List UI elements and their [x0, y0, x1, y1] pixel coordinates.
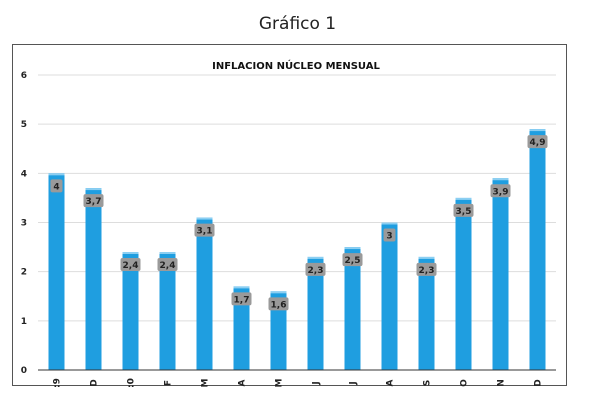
y-tick-label: 5: [21, 120, 27, 130]
x-tick-label: :0: [127, 378, 137, 388]
bar: [492, 178, 509, 370]
data-label-box: [527, 135, 548, 149]
bar-top-highlight: [529, 129, 546, 132]
bar-top-highlight: [455, 197, 472, 200]
data-label-box: [83, 194, 104, 208]
data-label-box: [305, 262, 326, 276]
data-label-box: [268, 297, 289, 311]
x-tick-label: D: [90, 379, 100, 386]
data-label: 4,9: [530, 138, 546, 148]
data-label: 3,9: [493, 187, 509, 197]
bar-top-highlight: [122, 252, 139, 254]
x-tick-label: M: [201, 378, 211, 387]
data-label: 3,1: [197, 227, 213, 237]
data-label: 2,4: [160, 261, 176, 271]
data-label-box: [453, 203, 474, 217]
y-tick-label: 0: [21, 366, 27, 376]
data-label: 4: [53, 182, 59, 192]
bar: [48, 173, 65, 370]
x-tick-label: O: [460, 379, 470, 387]
data-label: 3: [386, 232, 392, 242]
bar: [196, 217, 213, 370]
bar-top-highlight: [307, 256, 324, 259]
data-label: 2,4: [123, 261, 139, 271]
x-tick-label: S: [423, 380, 433, 386]
data-label-box: [120, 258, 141, 271]
y-tick-label: 2: [21, 268, 27, 278]
bar-top-highlight: [48, 173, 65, 176]
bar: [529, 129, 546, 370]
bar-top-highlight: [492, 178, 509, 181]
x-tick-label: J: [349, 381, 359, 385]
data-label: 1,6: [271, 300, 287, 310]
data-label: 1,7: [234, 295, 250, 305]
data-label-box: [342, 253, 363, 267]
data-label: 3,7: [86, 197, 102, 207]
y-tick-label: 6: [21, 71, 27, 81]
bar-top-highlight: [344, 247, 361, 250]
bar-top-highlight: [196, 217, 213, 220]
data-label-box: [157, 258, 178, 271]
bar: [159, 252, 176, 370]
x-tick-label: A: [386, 379, 396, 386]
page-heading: Gráfico 1: [258, 14, 337, 34]
x-tick-label: :9: [53, 378, 63, 388]
data-label-box: [231, 292, 252, 306]
y-tick-label: 4: [21, 169, 27, 179]
bar-top-highlight: [85, 188, 102, 191]
x-tick-label: F: [164, 380, 174, 386]
y-tick-label: 3: [21, 219, 27, 229]
data-label: 2,5: [345, 256, 361, 266]
bar-top-highlight: [270, 291, 287, 294]
bar: [85, 188, 102, 370]
bar-top-highlight: [381, 222, 398, 225]
bar: [122, 252, 139, 370]
chart-title: INFLACION NÚCLEO MENSUAL: [212, 59, 380, 72]
bar-top-highlight: [159, 252, 176, 254]
bar: [344, 247, 361, 370]
bar-top-highlight: [233, 286, 250, 289]
bar: [418, 256, 435, 370]
data-label-box: [490, 184, 511, 198]
y-tick-label: 1: [21, 317, 27, 327]
data-label: 3,5: [456, 207, 472, 217]
x-tick-label: J: [312, 381, 322, 385]
bar: [307, 256, 324, 370]
x-tick-label: N: [497, 379, 507, 387]
chart-frame: [12, 44, 567, 386]
x-tick-label: D: [534, 379, 544, 386]
bar: [270, 291, 287, 370]
bar: [233, 286, 250, 370]
x-tick-label: M: [275, 378, 285, 387]
data-label-box: [383, 228, 396, 242]
data-label-box: [194, 223, 215, 237]
data-label-box: [416, 262, 437, 276]
bar-top-highlight: [418, 256, 435, 259]
data-label: 2,3: [308, 266, 324, 276]
data-label-box: [50, 179, 63, 193]
data-label: 2,3: [419, 266, 435, 276]
bar: [381, 222, 398, 370]
bar: [455, 197, 472, 370]
x-tick-label: A: [238, 379, 248, 386]
